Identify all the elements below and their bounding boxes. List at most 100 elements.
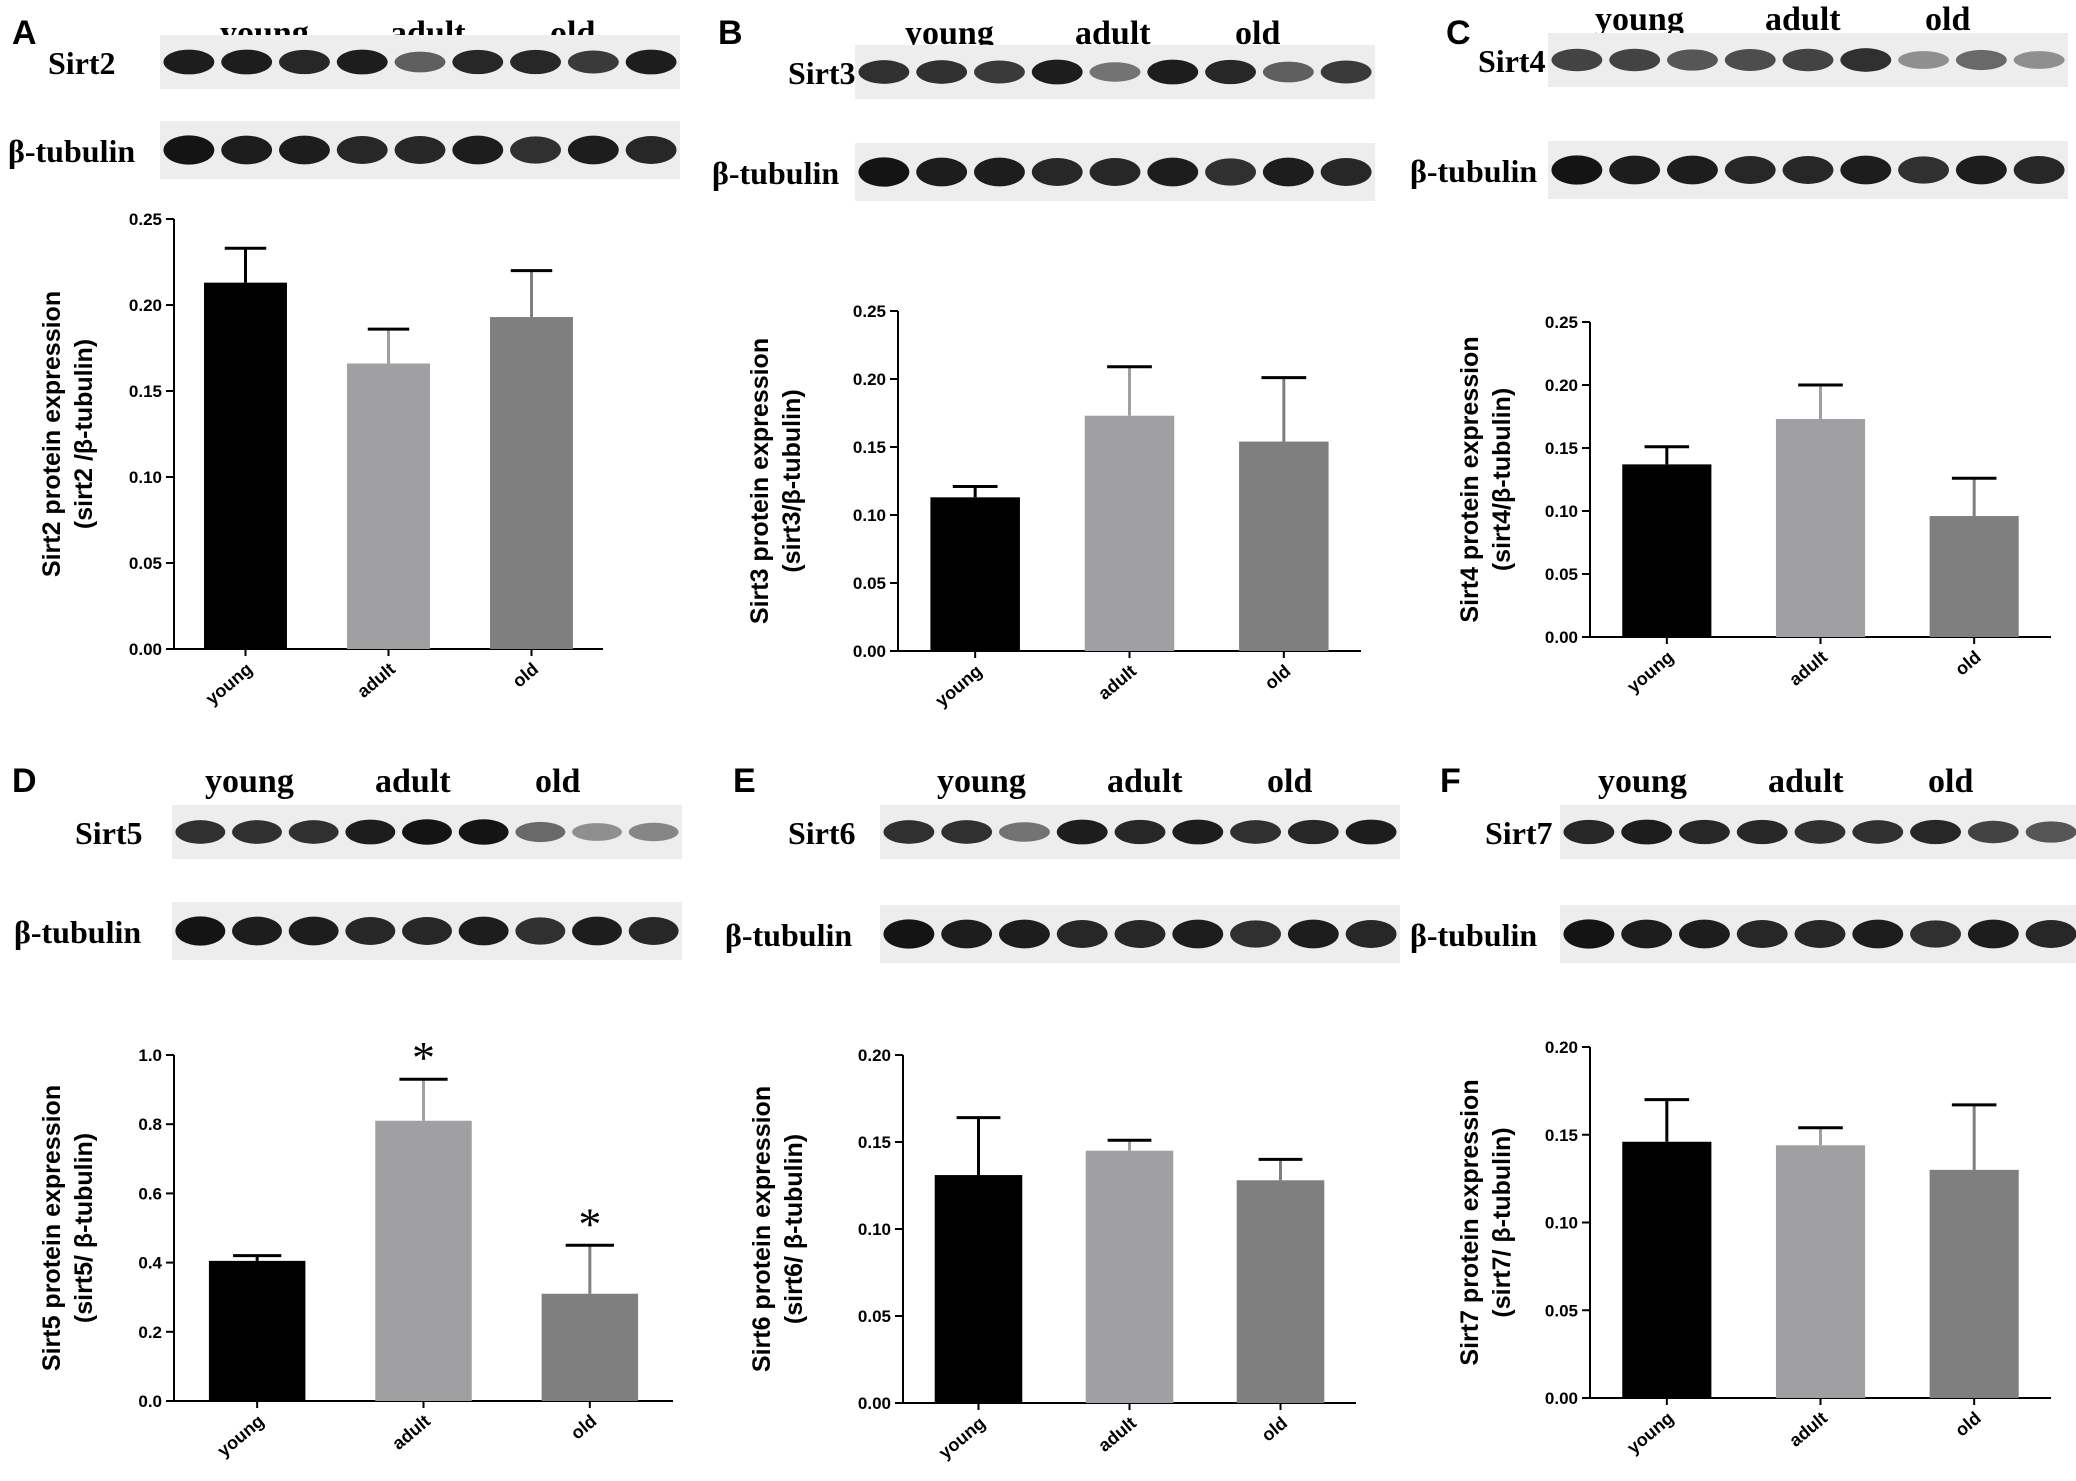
tubulin-band (1114, 920, 1166, 948)
bar-adult (1775, 1145, 1866, 1398)
x-tick-label-group: adult (1094, 1413, 1140, 1456)
y-tick-label: 0.00 (1545, 1389, 1578, 1408)
panel-letter: D (12, 762, 37, 800)
bar-chart: 0.0 0.2 0.4 0.6 0.8 1.0 Sirt5 protein expressi… (38, 1032, 673, 1461)
bar-old (1236, 1180, 1325, 1403)
x-tick-label-group: old (1258, 1413, 1292, 1446)
protein-band (175, 820, 226, 844)
x-tick-label: young (935, 1413, 989, 1463)
y-axis-label-line2: (sirt3/β-tubulin) (778, 389, 806, 572)
protein-blot (1560, 805, 2076, 859)
tubulin-band (572, 916, 622, 946)
tubulin-band (232, 916, 282, 946)
protein-band (1736, 819, 1788, 845)
tubulin-band (999, 919, 1050, 949)
x-tick-label: adult (353, 659, 399, 702)
tubulin-band (221, 135, 273, 165)
bar-young (930, 497, 1020, 651)
blot-group-label: adult (375, 763, 451, 800)
y-tick-label: 0.15 (858, 1133, 891, 1152)
bar-adult (1775, 419, 1866, 637)
y-axis-label-line1: Sirt7 protein expression (1456, 1079, 1484, 1365)
bar-adult (1084, 415, 1175, 651)
tubulin-band (1172, 919, 1224, 949)
tubulin-band (345, 917, 396, 945)
blot-tubulin-label: β-tubulin (14, 914, 141, 950)
protein-band (858, 60, 910, 84)
protein-band (1852, 820, 1904, 844)
tubulin-band (1967, 919, 2019, 949)
bar-old (1929, 1169, 2019, 1398)
y-axis-label-line2: (sirt2 /β-tubulin) (70, 339, 98, 529)
tubulin-band (279, 135, 330, 165)
y-tick-label: 0.00 (1545, 628, 1578, 647)
protein-band (628, 822, 679, 842)
bar-young (934, 1175, 1023, 1403)
blot-group-label: young (205, 763, 294, 800)
x-tick-label: old (1261, 661, 1295, 694)
tubulin-band (510, 136, 561, 164)
y-tick-label: 0.20 (129, 296, 162, 315)
tubulin-band (916, 157, 968, 187)
blot-protein-label: Sirt4 (1478, 43, 1546, 79)
panel-letter: C (1446, 14, 1471, 52)
blot-group-label: old (1267, 763, 1312, 800)
y-axis-label: Sirt4 protein expression (sirt4/β-tubulin… (1456, 336, 1516, 622)
protein-band (1320, 60, 1372, 84)
tubulin-band (515, 917, 566, 945)
y-tick-label: 0.0 (138, 1392, 162, 1411)
y-tick-label: 0.00 (858, 1394, 891, 1413)
tubulin-band (175, 916, 226, 946)
protein-band (2013, 51, 2065, 69)
y-axis-label-line2: (sirt7/ β-tubulin) (1488, 1127, 1516, 1317)
tubulin-band (1621, 919, 1673, 949)
protein-band (1114, 819, 1166, 845)
x-tick-label: adult (1785, 647, 1831, 690)
protein-band (279, 49, 330, 75)
protein-band (1089, 62, 1141, 82)
protein-band (1345, 819, 1397, 845)
tubulin-band (567, 135, 619, 165)
protein-band (567, 50, 619, 74)
tubulin-band (1955, 155, 2007, 185)
protein-band (1724, 49, 1776, 71)
tubulin-band (858, 157, 910, 187)
tubulin-band (458, 916, 509, 946)
blot-group-label: adult (1768, 763, 1844, 800)
x-tick-label: young (202, 659, 256, 709)
y-axis-label-line2: (sirt4/β-tubulin) (1488, 388, 1516, 571)
tubulin-band (1609, 155, 1661, 185)
blot-group-label: adult (1765, 1, 1841, 38)
blot-protein-label: Sirt5 (75, 815, 143, 851)
bar-adult (1085, 1150, 1174, 1403)
protein-band (345, 819, 396, 845)
x-tick-label: adult (1094, 661, 1140, 704)
x-tick-label: young (214, 1411, 268, 1461)
bar-chart: 0.00 0.05 0.10 0.15 0.20 0.25 Sirt4 protein ex… (1456, 313, 2051, 697)
bar-chart: 0.00 0.05 0.10 0.15 0.20 Sirt7 protein expres… (1456, 1038, 2051, 1458)
x-tick-label-group: old (509, 659, 543, 692)
tubulin-band (1031, 158, 1083, 186)
y-tick-label: 0.15 (853, 438, 886, 457)
tubulin-band (1320, 158, 1372, 186)
y-tick-label: 0.10 (1545, 502, 1578, 521)
bar-old (541, 1293, 639, 1401)
panel-letter: E (733, 762, 756, 800)
protein-band (1967, 820, 2019, 844)
tubulin-blot (855, 143, 1375, 201)
bar-adult (347, 363, 430, 649)
tubulin-band (2013, 156, 2065, 184)
blot-protein-label: Sirt7 (1485, 815, 1553, 851)
tubulin-band (1056, 920, 1108, 948)
blot-group-label: old (1925, 1, 1970, 38)
y-tick-label: 0.05 (853, 574, 886, 593)
bar-chart: 0.00 0.05 0.10 0.15 0.20 0.25 Sirt3 protein ex… (746, 302, 1361, 711)
bar-old (1239, 441, 1329, 651)
x-tick-label: old (509, 659, 543, 692)
protein-band (916, 60, 968, 84)
tubulin-band (1563, 919, 1615, 949)
protein-blot (160, 35, 680, 89)
y-axis-label-line1: Sirt3 protein expression (746, 338, 774, 624)
